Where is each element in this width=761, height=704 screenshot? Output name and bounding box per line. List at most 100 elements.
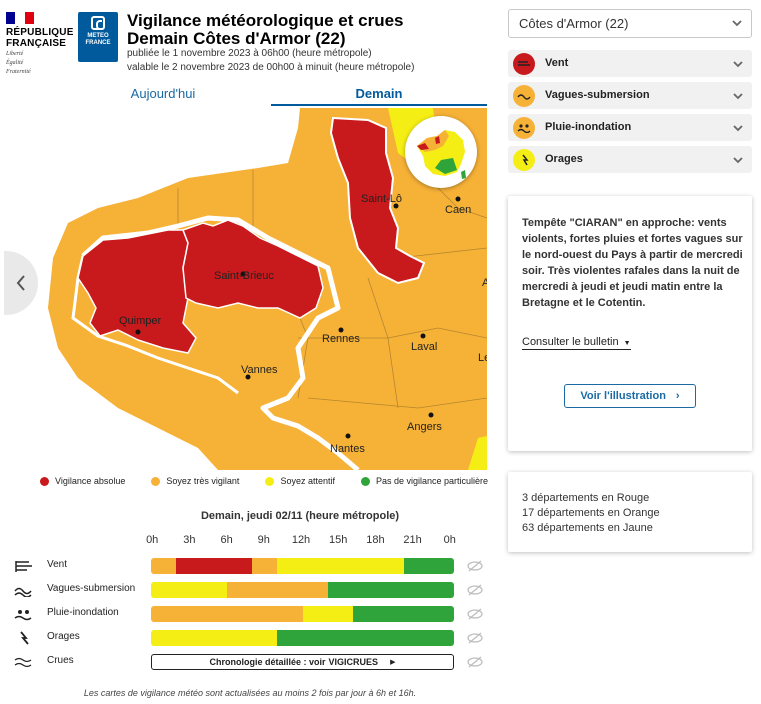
accordion-orages[interactable]: Orages: [508, 146, 752, 173]
rf-title-line2: FRANÇAISE: [6, 38, 67, 49]
accordion-pluie-inondation[interactable]: Pluie-inondation: [508, 114, 752, 141]
accordion-label: Vent: [545, 57, 569, 69]
timeline-segment-orange: [151, 558, 177, 574]
chevron-down-icon: [732, 20, 742, 27]
chevron-down-icon: [733, 61, 743, 68]
vigicrues-button-text: Chronologie détaillée : voir: [209, 657, 326, 667]
city-quimper: Quimper: [119, 315, 162, 327]
timeline-hours: 0h 3h 6h 9h 12h 15h 18h 21h 0h: [146, 534, 456, 548]
timeline-segment-green: [353, 606, 454, 622]
hour-label: 0h: [146, 534, 159, 546]
timeline-segment-yellow: [277, 558, 404, 574]
timeline-segment-yellow: [151, 630, 278, 646]
timeline-segment-red: [176, 558, 252, 574]
city-caen: Caen: [445, 204, 471, 216]
legend-item-orange: Soyez très vigilant: [151, 476, 239, 486]
legend-item-red: Vigilance absolue: [40, 476, 125, 486]
vigicrues-button[interactable]: Chronologie détaillée : voir VIGICRUES ▶: [151, 654, 454, 670]
eye-slash-icon[interactable]: [466, 607, 484, 621]
republique-francaise-logo: RÉPUBLIQUE FRANÇAISE Liberté Égalité Fra…: [6, 12, 73, 76]
rf-motto-2: Égalité: [6, 60, 24, 66]
timeline-bar: [151, 582, 454, 598]
meteo-france-logo[interactable]: METEO FRANCE: [78, 12, 118, 62]
consult-bulletin-link[interactable]: Consulter le bulletin ▼: [522, 336, 631, 350]
chevron-down-icon: [733, 157, 743, 164]
tab-demain[interactable]: Demain: [271, 84, 487, 106]
accordion-label: Pluie-inondation: [545, 121, 632, 133]
storm-icon: [513, 149, 535, 171]
rf-motto-1: Liberté: [6, 51, 24, 57]
city-saint-lo: Saint-Lô: [361, 193, 402, 205]
accordion-vagues-submersion[interactable]: Vagues-submersion: [508, 82, 752, 109]
stat-yellow: 63 départements en Jaune: [522, 522, 653, 534]
city-partial-le: Le: [478, 352, 487, 364]
view-illustration-button[interactable]: Voir l'illustration ›: [564, 384, 696, 408]
legend-item-green: Pas de vigilance particulière: [360, 476, 489, 486]
orange-dot-icon: [151, 476, 161, 486]
rain-flood-icon: [14, 610, 32, 621]
chevron-down-icon: [733, 125, 743, 132]
city-partial-a: A: [482, 277, 487, 289]
mf-text-2: FRANCE: [85, 40, 111, 46]
eye-slash-icon[interactable]: [466, 559, 484, 573]
accordion-label: Orages: [545, 153, 583, 165]
rain-flood-icon: [513, 117, 535, 139]
red-dot-icon: [40, 476, 49, 486]
eye-slash-icon[interactable]: [466, 655, 484, 669]
legend-item-yellow: Soyez attentif: [265, 476, 335, 486]
timeline-title: Demain, jeudi 02/11 (heure métropole): [200, 510, 400, 522]
view-illustration-label: Voir l'illustration: [580, 390, 666, 402]
carousel-prev-button[interactable]: [4, 251, 38, 315]
stat-orange: 17 départements en Orange: [522, 507, 660, 519]
hour-label: 3h: [183, 534, 196, 546]
accordion-vent[interactable]: Vent: [508, 50, 752, 77]
validity-date: valable le 2 novembre 2023 de 00h00 à mi…: [127, 62, 415, 73]
published-date: publiée le 1 novembre 2023 à 06h00 (heur…: [127, 48, 372, 59]
eye-slash-icon[interactable]: [466, 631, 484, 645]
day-tabs: Aujourd'hui Demain: [55, 84, 487, 106]
department-select[interactable]: Côtes d'Armor (22): [508, 9, 752, 38]
hour-label: 21h: [403, 534, 422, 546]
map-legend: Vigilance absolue Soyez très vigilant So…: [40, 476, 514, 486]
timeline-row-orages: Orages: [10, 629, 490, 646]
city-vannes: Vannes: [241, 364, 278, 376]
department-stats-card: 3 départements en Rouge 17 départements …: [508, 472, 752, 552]
city-laval: Laval: [411, 341, 437, 353]
timeline-bar: [151, 558, 454, 574]
timeline-row-vagues: Vagues-submersion: [10, 581, 490, 598]
timeline-bar: [151, 606, 454, 622]
waves-icon: [14, 587, 32, 597]
timeline-row-label: Vagues-submersion: [47, 583, 136, 594]
update-footnote: Les cartes de vigilance météo sont actua…: [83, 688, 417, 698]
hour-label: 6h: [220, 534, 233, 546]
timeline-segment-green: [403, 558, 454, 574]
hour-label: 12h: [291, 534, 311, 546]
bulletin-card: Tempête "CIARAN" en approche: vents viol…: [508, 196, 752, 451]
french-flag-icon: [6, 12, 34, 24]
timeline-row-label: Crues: [47, 655, 74, 666]
caret-down-icon: ▼: [623, 340, 631, 347]
triangle-right-icon: ▶: [390, 659, 396, 666]
tab-aujourdhui[interactable]: Aujourd'hui: [130, 86, 196, 101]
timeline-row-label: Vent: [47, 559, 68, 570]
page-title-line2: Demain Côtes d'Armor (22): [127, 29, 346, 48]
timeline-row-crues: Crues Chronologie détaillée : voir VIGIC…: [10, 653, 490, 670]
city-nantes: Nantes: [330, 443, 365, 455]
chevron-down-icon: [733, 93, 743, 100]
timeline-segment-orange: [252, 558, 278, 574]
legend-label: Soyez attentif: [280, 476, 335, 486]
page-title: Vigilance météorologique et crues Demain…: [127, 12, 404, 48]
header: RÉPUBLIQUE FRANÇAISE Liberté Égalité Fra…: [0, 0, 500, 80]
legend-label: Pas de vigilance particulière: [375, 476, 489, 486]
timeline-row-pluie: Pluie-inondation: [10, 605, 490, 622]
city-angers: Angers: [407, 421, 442, 433]
hour-label: 9h: [257, 534, 270, 546]
timeline-segment-orange: [226, 582, 328, 598]
timeline-segment-yellow: [302, 606, 353, 622]
crues-icon: [14, 657, 32, 668]
legend-label: Soyez très vigilant: [166, 476, 240, 486]
timeline-segment-green: [277, 630, 454, 646]
eye-slash-icon[interactable]: [466, 583, 484, 597]
yellow-dot-icon: [265, 476, 275, 486]
mini-france-map[interactable]: [405, 116, 477, 188]
